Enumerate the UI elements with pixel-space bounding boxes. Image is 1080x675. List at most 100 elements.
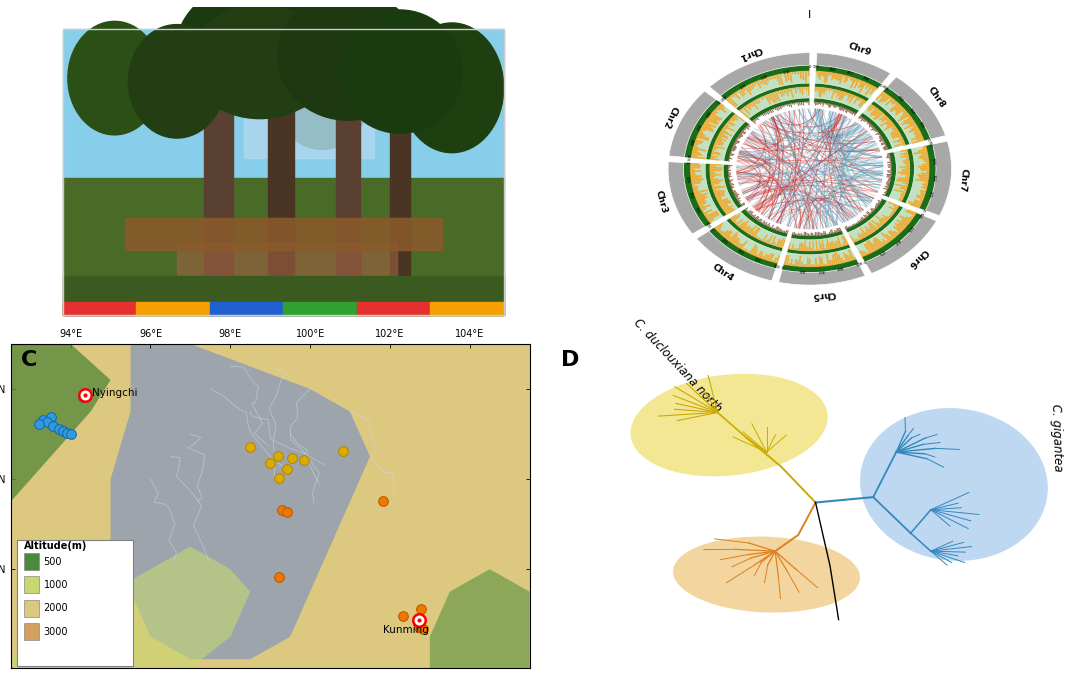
Polygon shape — [865, 215, 936, 273]
Text: 525: 525 — [694, 207, 701, 215]
Text: 175: 175 — [927, 190, 932, 198]
Text: 525: 525 — [754, 257, 761, 264]
Text: C. gigantea: C. gigantea — [1049, 404, 1065, 472]
Polygon shape — [855, 207, 916, 256]
Text: Chr1: Chr1 — [738, 44, 764, 61]
Polygon shape — [697, 231, 775, 281]
Bar — [268, 68, 294, 296]
Polygon shape — [782, 259, 859, 272]
Polygon shape — [870, 101, 909, 145]
Text: 0: 0 — [781, 265, 784, 270]
Bar — [24, 623, 39, 641]
Text: 1000: 1000 — [43, 580, 68, 590]
Polygon shape — [11, 344, 110, 502]
Polygon shape — [691, 163, 724, 223]
Polygon shape — [815, 65, 881, 89]
Text: Chr4: Chr4 — [711, 263, 735, 283]
Polygon shape — [788, 234, 849, 250]
Polygon shape — [846, 199, 887, 233]
Text: 525: 525 — [931, 157, 935, 165]
Text: 0: 0 — [716, 99, 720, 103]
Text: C: C — [22, 350, 38, 371]
Polygon shape — [711, 114, 745, 161]
Text: 3000: 3000 — [43, 627, 68, 637]
Bar — [125, 217, 443, 250]
Text: 0: 0 — [920, 208, 926, 212]
Polygon shape — [926, 141, 951, 216]
Bar — [24, 600, 39, 617]
Text: Nyingchi: Nyingchi — [92, 388, 137, 398]
Text: 175: 175 — [685, 176, 689, 183]
Text: 498: 498 — [688, 138, 693, 146]
Polygon shape — [735, 108, 885, 230]
Text: 350: 350 — [688, 192, 693, 200]
Text: 0: 0 — [878, 83, 882, 88]
Text: 420: 420 — [758, 72, 767, 78]
Text: 2000: 2000 — [43, 603, 68, 614]
Ellipse shape — [275, 46, 368, 149]
Text: Chr9: Chr9 — [847, 41, 873, 57]
Bar — [63, 30, 503, 315]
Polygon shape — [901, 148, 915, 203]
Polygon shape — [726, 72, 810, 109]
Text: 210: 210 — [782, 67, 789, 72]
Polygon shape — [705, 163, 727, 217]
Polygon shape — [784, 248, 856, 267]
Text: Kunming: Kunming — [383, 624, 429, 634]
Text: 332: 332 — [693, 123, 700, 132]
Ellipse shape — [278, 0, 419, 120]
Polygon shape — [669, 91, 716, 157]
Polygon shape — [706, 111, 735, 160]
Bar — [356, 302, 430, 315]
Text: 700: 700 — [703, 221, 711, 230]
Ellipse shape — [68, 22, 161, 135]
Ellipse shape — [189, 5, 330, 119]
Text: 350: 350 — [735, 249, 744, 256]
Text: 525: 525 — [906, 224, 914, 233]
Polygon shape — [11, 547, 251, 668]
Bar — [63, 30, 503, 186]
Polygon shape — [853, 205, 903, 246]
Text: 498: 498 — [895, 95, 904, 103]
Polygon shape — [708, 227, 778, 269]
Bar — [63, 276, 503, 315]
Polygon shape — [741, 209, 788, 237]
Polygon shape — [711, 164, 738, 215]
Polygon shape — [787, 244, 851, 254]
Ellipse shape — [631, 374, 827, 477]
Text: Chr6: Chr6 — [906, 247, 930, 270]
Polygon shape — [726, 218, 783, 251]
Bar — [430, 302, 503, 315]
Polygon shape — [848, 200, 899, 242]
Polygon shape — [860, 113, 893, 150]
Text: D: D — [561, 350, 579, 371]
Text: 700: 700 — [927, 140, 933, 148]
Polygon shape — [779, 264, 865, 285]
Polygon shape — [919, 144, 936, 211]
Polygon shape — [110, 344, 370, 659]
Text: 500: 500 — [43, 556, 62, 566]
Text: 166: 166 — [918, 121, 924, 129]
Polygon shape — [735, 108, 885, 230]
Polygon shape — [814, 87, 866, 111]
Polygon shape — [863, 104, 905, 148]
Ellipse shape — [860, 408, 1048, 561]
Text: 0: 0 — [862, 258, 866, 263]
Bar — [283, 302, 356, 315]
Polygon shape — [685, 100, 721, 158]
Text: Chr7: Chr7 — [957, 167, 969, 192]
Text: 446: 446 — [829, 67, 837, 72]
Polygon shape — [815, 72, 878, 99]
Text: 700: 700 — [917, 210, 923, 219]
Polygon shape — [905, 146, 929, 208]
Text: 175: 175 — [720, 238, 728, 246]
Text: I: I — [808, 10, 811, 20]
Ellipse shape — [673, 537, 860, 613]
Text: 0: 0 — [926, 138, 931, 142]
Text: 700: 700 — [772, 264, 781, 269]
Text: 350: 350 — [931, 174, 935, 182]
Text: 332: 332 — [816, 267, 825, 272]
Bar — [63, 178, 503, 315]
Text: Chr2: Chr2 — [661, 105, 678, 130]
Text: 166: 166 — [703, 109, 710, 117]
